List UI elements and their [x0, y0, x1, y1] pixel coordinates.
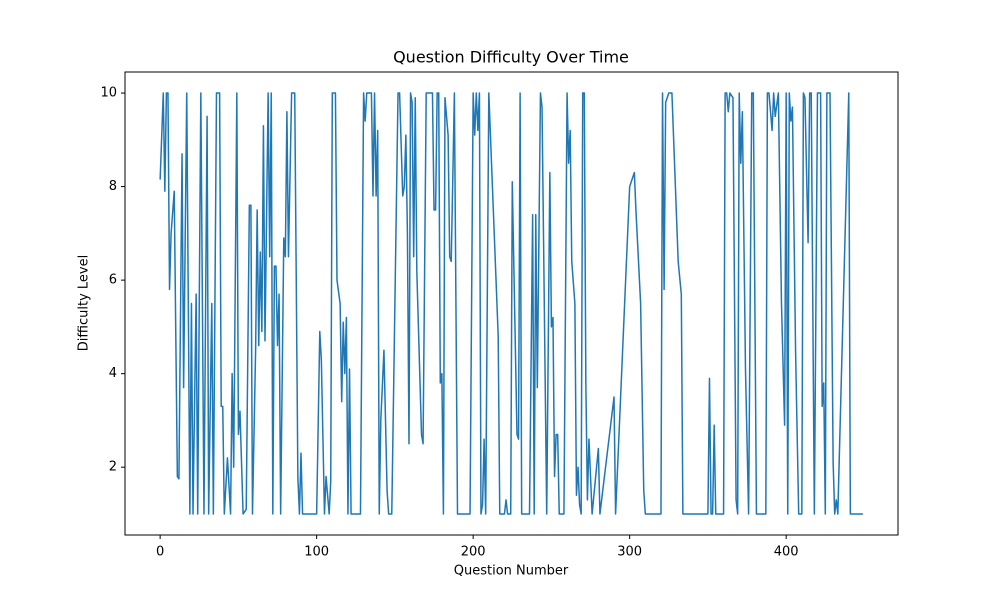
y-tick-label: 10 [100, 86, 117, 101]
x-tick-label: 300 [617, 545, 642, 560]
y-tick-label: 8 [109, 179, 117, 194]
plot-frame [124, 71, 899, 536]
x-axis-label: Question Number [454, 564, 569, 579]
y-tick-label: 2 [109, 460, 117, 475]
chart-title: Question Difficulty Over Time [393, 48, 629, 67]
x-tick-label: 100 [304, 545, 329, 560]
x-tick-label: 400 [774, 545, 799, 560]
line-series [159, 92, 863, 515]
y-axis-label: Difficulty Level [77, 255, 92, 351]
x-tick-label: 200 [461, 545, 486, 560]
y-tick-label: 4 [109, 366, 117, 381]
x-tick-label: 0 [156, 545, 164, 560]
y-tick-label: 6 [109, 273, 117, 288]
